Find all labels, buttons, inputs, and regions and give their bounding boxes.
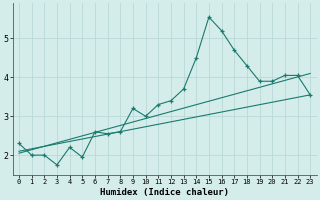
X-axis label: Humidex (Indice chaleur): Humidex (Indice chaleur) (100, 188, 229, 197)
